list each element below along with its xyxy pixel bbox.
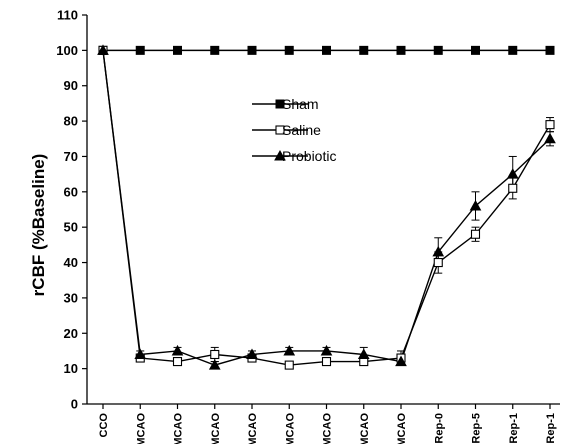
data-point-saline	[172, 357, 183, 367]
x-tick-label: Rep-1	[545, 413, 557, 444]
legend-label-saline: Saline	[282, 122, 321, 138]
data-point-sham	[545, 45, 555, 55]
data-point-sham	[284, 45, 294, 55]
data-point-sham	[135, 45, 145, 55]
x-tick-label: MCAO	[173, 413, 185, 444]
x-axis-ticks: CCO MCAO MCAO MCAO MCAO MCAO MCAO MCAO MCAO Rep-0…	[98, 404, 557, 444]
y-tick-label: 20	[64, 326, 78, 341]
y-axis-label: rCBF (%Baseline)	[29, 154, 48, 297]
data-point-sham	[508, 45, 518, 55]
data-point-saline	[433, 257, 443, 268]
data-point-probiotic	[357, 348, 370, 359]
data-point-probiotic	[208, 359, 221, 370]
data-point-probiotic	[320, 344, 333, 356]
data-point-sham	[210, 45, 220, 55]
data-point-saline	[508, 183, 518, 193]
series-line-probiotic	[102, 50, 551, 366]
x-tick-label: Rep-0	[433, 413, 445, 444]
data-point-saline	[284, 360, 294, 370]
x-tick-label: MCAO	[135, 413, 147, 444]
y-axis-ticks: 0 10 20 30 40 50 60 70 80 90 100 110	[56, 8, 87, 412]
data-point-saline	[321, 357, 332, 367]
y-tick-label: 40	[64, 255, 78, 270]
x-tick-label: MCAO	[247, 413, 259, 444]
data-point-probiotic	[283, 344, 296, 356]
axes	[86, 15, 560, 405]
y-tick-label: 30	[64, 290, 78, 305]
data-point-probiotic	[395, 355, 407, 367]
data-point-sham	[322, 45, 331, 55]
data-point-sham	[433, 45, 443, 55]
data-point-sham	[396, 45, 406, 55]
y-tick-label: 60	[64, 184, 78, 199]
data-point-probiotic	[544, 132, 556, 144]
series-lines	[102, 49, 551, 366]
legend-marker-saline	[275, 125, 285, 135]
y-tick-label: 110	[57, 8, 78, 23]
series-line-saline	[102, 50, 551, 366]
x-tick-label: MCAO	[210, 413, 222, 444]
legend-marker-sham	[275, 99, 285, 109]
data-point-probiotic	[134, 348, 147, 359]
data-point-probiotic	[246, 348, 258, 359]
legend-label-sham: Sham	[282, 96, 319, 112]
data-point-saline	[545, 120, 555, 130]
data-point-probiotic	[97, 44, 109, 55]
x-tick-label: Rep-5	[471, 413, 483, 444]
legend: Sham Saline Probiotic	[252, 96, 336, 164]
y-tick-label: 10	[64, 361, 78, 376]
data-point-probiotic	[432, 245, 445, 257]
data-point-probiotic	[506, 168, 519, 179]
data-point-sham	[173, 45, 182, 55]
y-tick-label: 80	[64, 114, 78, 129]
data-point-saline	[210, 349, 220, 360]
x-tick-label: MCAO	[396, 413, 408, 444]
data-point-saline	[470, 229, 481, 239]
y-tick-label: 0	[71, 397, 78, 412]
x-tick-label: MCAO	[359, 413, 371, 444]
error-bars	[136, 117, 554, 370]
y-tick-label: 70	[64, 149, 78, 164]
data-point-sham	[247, 45, 257, 55]
series-markers	[97, 44, 556, 370]
data-point-sham	[359, 45, 369, 55]
data-point-probiotic	[469, 199, 482, 211]
data-point-sham	[471, 45, 480, 55]
legend-label-probiotic: Probiotic	[282, 148, 336, 164]
x-tick-label: MCAO	[284, 413, 296, 444]
y-tick-label: 50	[64, 220, 78, 235]
legend-marker-probiotic	[274, 149, 286, 161]
x-tick-label: CCO	[98, 413, 110, 438]
y-tick-label: 90	[64, 78, 78, 93]
x-tick-label: MCAO	[322, 413, 334, 444]
y-tick-label: 100	[56, 43, 78, 58]
data-point-probiotic	[171, 344, 184, 356]
x-tick-label: Rep-1	[508, 413, 520, 444]
